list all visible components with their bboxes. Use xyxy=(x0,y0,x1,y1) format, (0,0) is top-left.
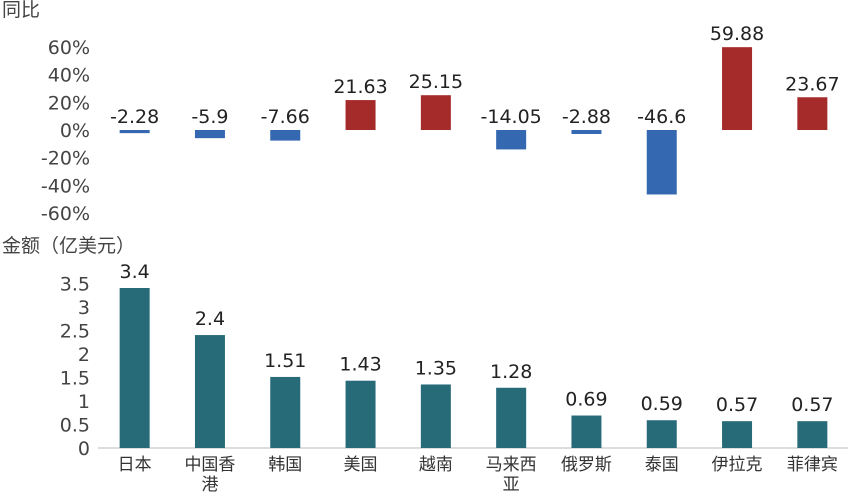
yoy-value-label: 21.63 xyxy=(333,76,387,98)
yoy-bar xyxy=(420,95,451,130)
amount-value-label: 3.4 xyxy=(120,261,150,283)
amount-value-labels: 3.4 2.4 1.51 1.43 1.35 1.28 0.69 0.59 0.57 0.57 xyxy=(120,261,834,416)
category-label: 港 xyxy=(201,475,218,493)
yoy-y-tick-label: 0% xyxy=(60,120,90,142)
amount-bar xyxy=(797,421,828,448)
yoy-bar xyxy=(496,130,527,150)
amount-bar xyxy=(270,376,301,448)
yoy-bar xyxy=(194,130,225,139)
category-label: 俄罗斯 xyxy=(561,455,612,475)
amount-y-tick-label: 1 xyxy=(78,391,90,413)
amount-bar xyxy=(646,420,677,448)
amount-y-tick-label: 0.5 xyxy=(60,414,90,436)
yoy-value-label: -7.66 xyxy=(261,106,310,128)
amount-value-label: 0.57 xyxy=(791,394,833,416)
yoy-value-label: -14.05 xyxy=(481,106,542,128)
yoy-bar xyxy=(571,130,602,134)
yoy-bar xyxy=(270,130,301,141)
amount-y-ticks: 3.532.521.510.50 xyxy=(60,273,90,460)
category-label: 越南 xyxy=(419,455,453,475)
amount-bar xyxy=(420,384,451,448)
amount-bars xyxy=(119,288,828,448)
yoy-y-tick-label: -60% xyxy=(41,203,90,225)
amount-value-label: 1.51 xyxy=(264,350,306,372)
yoy-y-ticks: 60% 40% 20% 0% -20% -40% -60% xyxy=(41,37,90,225)
amount-value-label: 0.57 xyxy=(716,394,758,416)
yoy-value-label: -5.9 xyxy=(191,106,228,128)
category-label: 日本 xyxy=(118,455,152,475)
yoy-y-tick-label: 40% xyxy=(48,65,90,87)
yoy-value-label: 59.88 xyxy=(710,23,764,45)
amount-bar xyxy=(496,387,527,448)
amount-value-label: 1.43 xyxy=(339,354,381,376)
category-label: 马来西 xyxy=(486,455,537,475)
yoy-y-tick-label: -20% xyxy=(41,148,90,170)
amount-value-label: 1.28 xyxy=(490,361,532,383)
yoy-y-tick-label: 20% xyxy=(48,92,90,114)
amount-y-tick-label: 3.5 xyxy=(60,273,90,295)
category-label: 伊拉克 xyxy=(712,455,763,475)
amount-value-label: 2.4 xyxy=(195,308,225,330)
yoy-axis-title: 同比 xyxy=(2,0,40,21)
category-label: 韩国 xyxy=(268,455,302,475)
yoy-value-labels: -2.28 -5.9 -7.66 21.63 25.15 -14.05 -2.88 -46.6… xyxy=(110,23,839,128)
yoy-y-tick-label: -40% xyxy=(41,175,90,197)
amount-bar xyxy=(722,421,753,448)
category-label: 菲律宾 xyxy=(787,455,838,475)
yoy-value-label: -46.6 xyxy=(637,106,686,128)
yoy-bar xyxy=(345,100,376,130)
amount-y-tick-label: 0 xyxy=(78,438,90,460)
yoy-bar xyxy=(119,130,150,134)
yoy-bar xyxy=(797,97,828,130)
amount-value-label: 0.69 xyxy=(565,389,607,411)
category-label: 美国 xyxy=(344,455,378,475)
amount-axis-title: 金额（亿美元） xyxy=(2,235,135,257)
amount-bar xyxy=(571,415,602,448)
yoy-value-label: 25.15 xyxy=(409,71,463,93)
yoy-bar xyxy=(722,47,753,130)
yoy-value-label: 23.67 xyxy=(785,73,839,95)
amount-y-tick-label: 2 xyxy=(78,344,90,366)
amount-value-label: 0.59 xyxy=(641,393,683,415)
yoy-value-label: -2.88 xyxy=(562,106,611,128)
amount-y-tick-label: 1.5 xyxy=(60,367,90,389)
amount-panel: 金额（亿美元） 3.532.521.510.50 3.42.41.51 1.43 1… xyxy=(2,235,848,493)
yoy-y-tick-label: 60% xyxy=(48,37,90,59)
amount-bar xyxy=(119,288,150,448)
yoy-bar xyxy=(646,130,677,195)
amount-bar xyxy=(194,335,225,448)
yoy-bars xyxy=(119,47,828,195)
amount-value-label: 1.35 xyxy=(415,357,457,379)
category-label: 中国香 xyxy=(184,455,235,475)
yoy-value-label: -2.28 xyxy=(110,106,159,128)
amount-bar xyxy=(345,380,376,448)
category-label: 泰国 xyxy=(645,455,679,475)
amount-y-tick-label: 3 xyxy=(78,297,90,319)
amount-y-tick-label: 2.5 xyxy=(60,320,90,342)
yoy-panel: 同比 60% 40% 20% 0% -20% -40% -60% -2.28 -5.9 -7.6… xyxy=(2,0,840,225)
category-label: 亚 xyxy=(503,475,520,493)
